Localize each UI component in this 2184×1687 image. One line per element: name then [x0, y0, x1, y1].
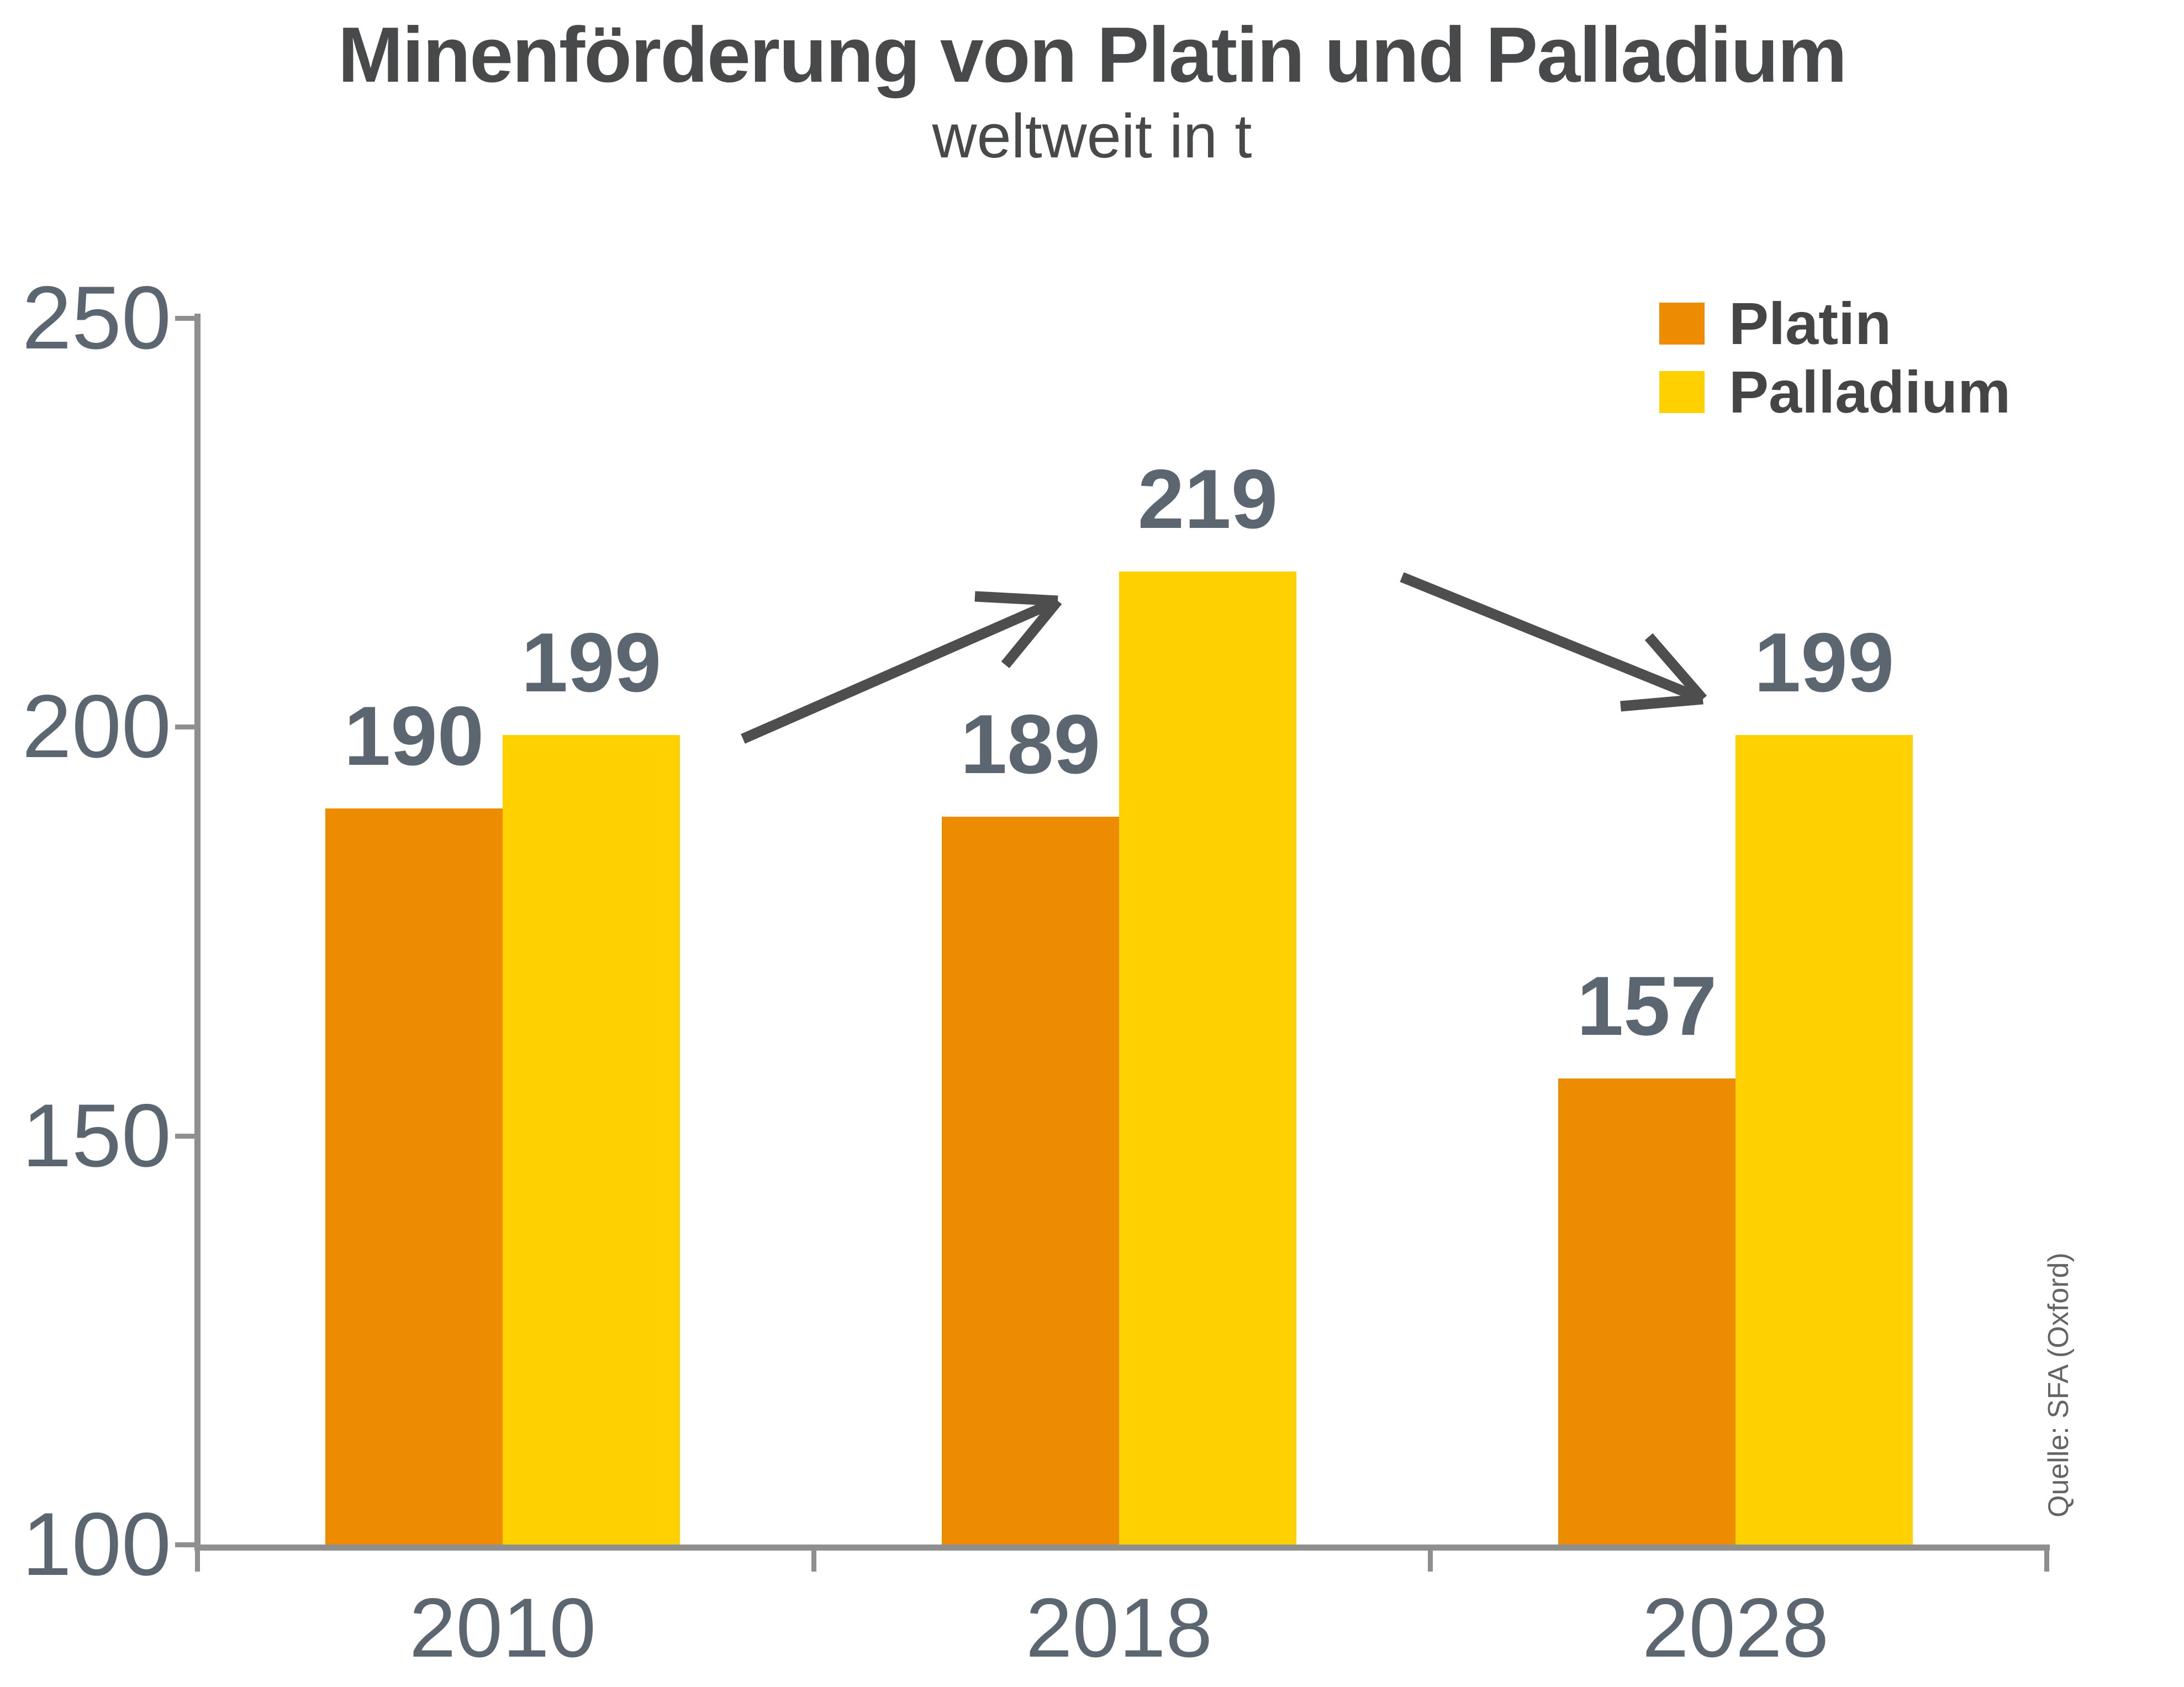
y-tick-label-250: 250 [22, 268, 171, 368]
value-label-platin-2010: 190 [344, 689, 484, 783]
chart-title: Minenförderung von Platin und Palladium [337, 11, 1848, 99]
y-tick-250 [175, 316, 194, 321]
value-label-platin-2018: 189 [960, 697, 1101, 791]
bar-platin-2028 [1558, 1078, 1735, 1545]
x-label-2028: 2028 [1642, 1581, 1829, 1675]
value-label-platin-2028: 157 [1576, 959, 1717, 1053]
legend-item-palladium: Palladium [1659, 362, 2011, 422]
value-label-palladium-2010: 199 [521, 616, 662, 710]
x-tick-1 [811, 1551, 816, 1572]
legend-swatch-platin-icon [1659, 303, 1705, 345]
legend-item-platin: Platin [1659, 294, 1891, 353]
y-tick-150 [175, 1134, 194, 1139]
bar-palladium-2028 [1735, 735, 1913, 1545]
legend-label-palladium: Palladium [1729, 358, 2011, 425]
value-label-palladium-2028: 199 [1754, 616, 1895, 710]
value-label-palladium-2018: 219 [1137, 452, 1278, 546]
y-axis [194, 313, 201, 1551]
arrow-down-icon [1400, 572, 1707, 712]
arrow-up-icon [741, 591, 1062, 744]
legend-swatch-palladium-icon [1659, 371, 1705, 413]
y-tick-label-200: 200 [22, 676, 171, 776]
bar-platin-2010 [325, 808, 503, 1545]
y-tick-label-150: 150 [22, 1086, 171, 1186]
legend-label-platin: Platin [1729, 290, 1892, 357]
x-tick-0 [195, 1551, 200, 1572]
bar-palladium-2018 [1119, 572, 1296, 1545]
x-tick-3 [2044, 1551, 2049, 1572]
x-label-2010: 2010 [409, 1581, 597, 1675]
y-tick-label-100: 100 [22, 1494, 171, 1594]
x-axis [194, 1545, 2050, 1551]
y-tick-200 [175, 724, 194, 729]
x-label-2018: 2018 [1025, 1581, 1213, 1675]
source-note: Quelle: SFA (Oxford) [2043, 1252, 2075, 1517]
chart-subtitle: weltweit in t [932, 102, 1252, 171]
bar-platin-2018 [942, 817, 1119, 1545]
y-tick-100 [175, 1542, 194, 1547]
x-tick-2 [1428, 1551, 1433, 1572]
bar-palladium-2010 [503, 735, 680, 1545]
